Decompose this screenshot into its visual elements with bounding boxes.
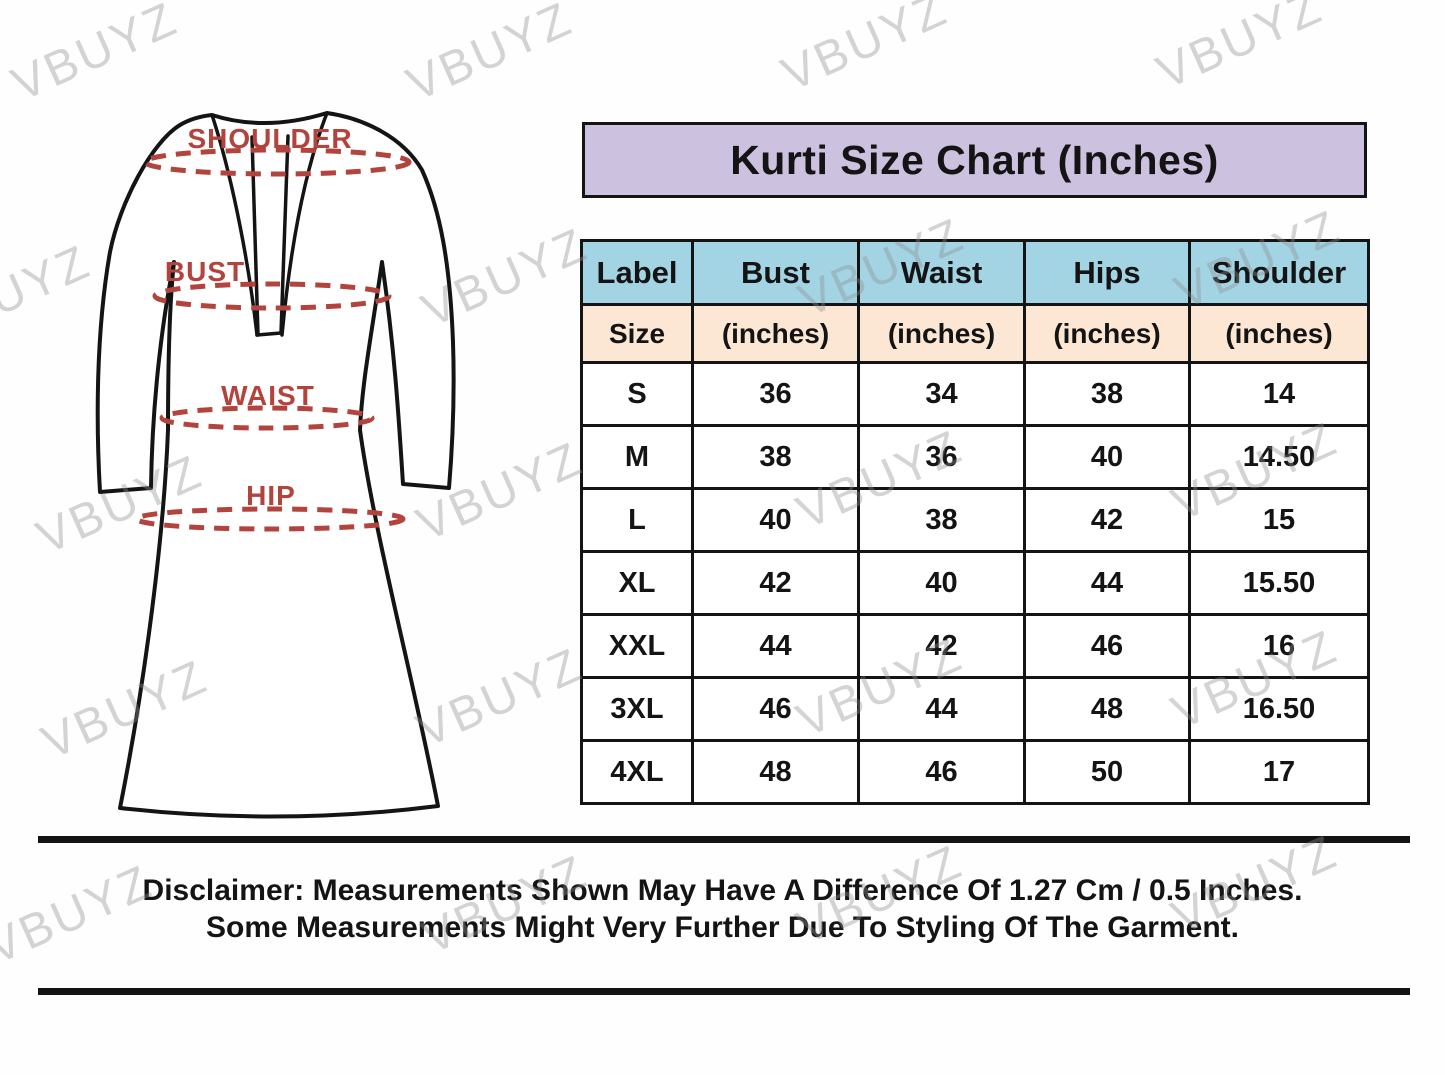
table-cell: 44 [691,613,860,679]
table-cell: 14 [1188,361,1370,427]
waist-measure-line [159,405,375,431]
table-cell: 44 [1023,550,1191,616]
table-cell: 14.50 [1188,424,1370,490]
header-label: Label [580,239,694,306]
divider-line-bottom [38,988,1410,995]
table-cell: 42 [691,550,860,616]
size-cell: 3XL [580,676,694,742]
subheader-unit: (inches) [691,303,860,364]
size-cell: XXL [580,613,694,679]
table-cell: 38 [1023,361,1191,427]
table-cell: 15 [1188,487,1370,553]
size-cell: L [580,487,694,553]
header-waist: Waist [857,239,1026,306]
table-row-xl: XL 42 40 44 15.50 [580,550,1370,616]
table-cell: 17 [1188,739,1370,805]
size-cell: S [580,361,694,427]
table-cell: 50 [1023,739,1191,805]
table-cell: 46 [857,739,1026,805]
chart-title-box: Kurti Size Chart (Inches) [582,122,1367,198]
table-header-row: Label Bust Waist Hips Shoulder [580,239,1370,306]
table-row-4xl: 4XL 48 46 50 17 [580,739,1370,805]
table-row-l: L 40 38 42 15 [580,487,1370,553]
table-cell: 16.50 [1188,676,1370,742]
watermark-text: VBUYZ [774,0,956,102]
table-cell: 38 [857,487,1026,553]
table-subheader-row: Size (inches) (inches) (inches) (inches) [580,303,1370,364]
shoulder-label: SHOULDER [187,123,352,154]
subheader-size: Size [580,303,694,364]
measurement-dash-lines [134,147,412,532]
table-cell: 16 [1188,613,1370,679]
disclaimer-line-1: Disclaimer: Measurements Shown May Have … [142,874,1303,907]
header-shoulder: Shoulder [1188,239,1370,306]
hip-measure-line [134,506,406,532]
bust-label: BUST [165,256,245,287]
table-row-s: S 36 34 38 14 [580,361,1370,427]
table-cell: 34 [857,361,1026,427]
table-cell: 44 [857,676,1026,742]
table-cell: 36 [857,424,1026,490]
bust-measure-line [152,281,392,311]
table-cell: 40 [857,550,1026,616]
chart-title: Kurti Size Chart (Inches) [730,136,1219,183]
table-cell: 36 [691,361,860,427]
table-cell: 42 [857,613,1026,679]
kurti-measurement-diagram: SHOULDER BUST WAIST HIP [62,92,542,834]
size-table: Label Bust Waist Hips Shoulder Size (inc… [580,239,1370,805]
size-cell: XL [580,550,694,616]
size-cell: 4XL [580,739,694,805]
table-cell: 48 [1023,676,1191,742]
header-hips: Hips [1023,239,1191,306]
table-row-xxl: XXL 44 42 46 16 [580,613,1370,679]
table-cell: 46 [691,676,860,742]
kurti-outline [95,111,456,819]
size-cell: M [580,424,694,490]
measurement-labels: SHOULDER BUST WAIST HIP [165,123,352,511]
watermark-text: VBUYZ [1149,0,1331,100]
subheader-unit: (inches) [1023,303,1191,364]
shoulder-measure-line [142,147,412,177]
table-cell: 42 [1023,487,1191,553]
table-cell: 15.50 [1188,550,1370,616]
table-cell: 38 [691,424,860,490]
table-cell: 40 [691,487,860,553]
table-row-3xl: 3XL 46 44 48 16.50 [580,676,1370,742]
table-cell: 40 [1023,424,1191,490]
table-cell: 48 [691,739,860,805]
hip-label: HIP [246,480,296,511]
kurti-drawing: SHOULDER BUST WAIST HIP [95,111,456,819]
divider-line-top [38,836,1410,843]
subheader-unit: (inches) [857,303,1026,364]
waist-label: WAIST [221,380,315,411]
table-cell: 46 [1023,613,1191,679]
header-bust: Bust [691,239,860,306]
subheader-unit: (inches) [1188,303,1370,364]
table-row-m: M 38 36 40 14.50 [580,424,1370,490]
disclaimer-text: Disclaimer: Measurements Shown May Have … [0,872,1445,946]
disclaimer-line-2: Some Measurements Might Very Further Due… [206,911,1239,944]
